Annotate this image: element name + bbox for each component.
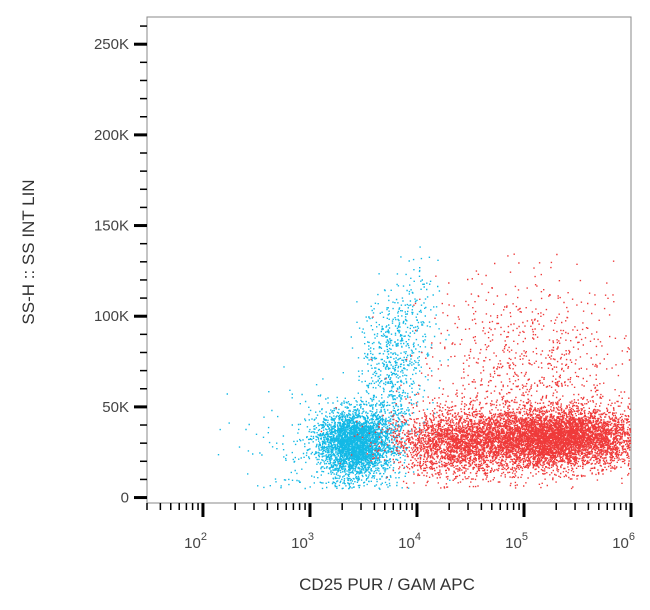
scatter-point-cloud-2 [320,253,632,490]
x-tick-label: 104 [398,531,421,552]
y-tick-label: 150K [94,218,129,235]
x-axis-label: CD25 PUR / GAM APC [299,575,475,594]
x-tick-label: 103 [291,531,314,552]
y-tick-label: 250K [94,36,129,53]
x-tick-label: 105 [505,531,528,552]
y-tick-label: 100K [94,308,129,325]
x-tick-label: 102 [184,531,207,552]
x-tick-label: 106 [612,531,635,552]
y-tick-label: 0 [121,490,129,507]
scatter-series-2 [320,253,632,490]
scatter-points [217,246,632,490]
y-tick-label: 50K [102,399,129,416]
y-axis-label: SS-H :: SS INT LIN [19,179,38,324]
axes: 0 50K 100K 150K 200K 250K 102 103 104 105 106 [94,25,635,552]
y-tick-label: 200K [94,127,129,144]
